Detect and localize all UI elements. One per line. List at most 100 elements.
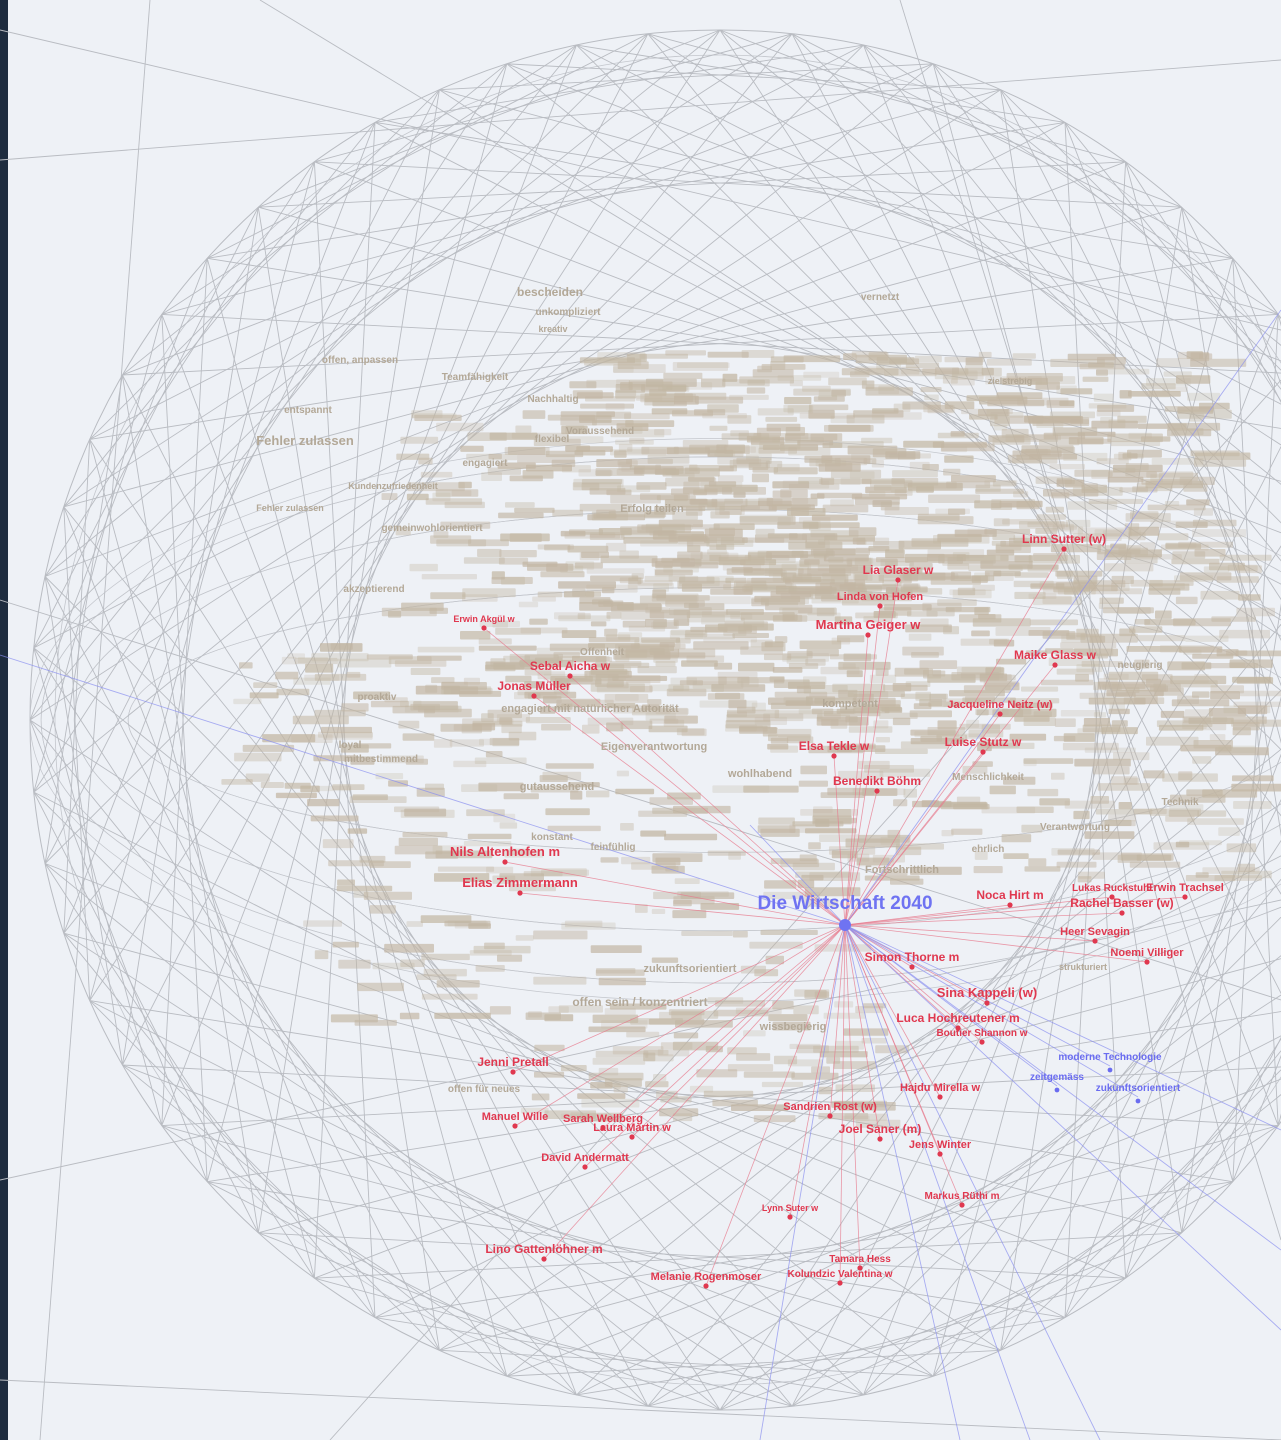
- person-node-dot[interactable]: [984, 1000, 990, 1006]
- person-node[interactable]: Nils Altenhofen m: [450, 844, 560, 865]
- person-node-label[interactable]: Markus Rüthi m: [924, 1191, 999, 1202]
- person-node[interactable]: Erwin Trachsel: [1146, 882, 1224, 900]
- person-node-dot[interactable]: [1007, 902, 1013, 908]
- person-node-label[interactable]: Luise Stutz w: [945, 735, 1022, 749]
- concept-node-label[interactable]: zeitgemäss: [1030, 1072, 1084, 1083]
- person-node-dot[interactable]: [703, 1283, 709, 1289]
- person-node-dot[interactable]: [955, 1025, 961, 1031]
- person-node-label[interactable]: Martina Geiger w: [816, 617, 922, 632]
- person-node[interactable]: Kolundzic Valentina w: [787, 1269, 893, 1286]
- person-node-dot[interactable]: [510, 1069, 516, 1075]
- concept-node-dot[interactable]: [1107, 1067, 1113, 1073]
- person-node-dot[interactable]: [1052, 662, 1058, 668]
- person-node-dot[interactable]: [582, 1164, 588, 1170]
- person-node[interactable]: Benedikt Böhm: [833, 774, 921, 794]
- person-node-dot[interactable]: [877, 603, 883, 609]
- person-node-label[interactable]: Jacqueline Neitz (w): [947, 699, 1052, 711]
- person-node-dot[interactable]: [837, 1280, 843, 1286]
- person-node-label[interactable]: Nils Altenhofen m: [450, 844, 560, 859]
- person-node-dot[interactable]: [512, 1123, 518, 1129]
- person-node[interactable]: Jens Winter: [909, 1139, 972, 1157]
- person-node-label[interactable]: Jens Winter: [909, 1139, 972, 1151]
- person-node-label[interactable]: Maike Glass w: [1014, 648, 1097, 662]
- person-node[interactable]: Markus Rüthi m: [924, 1191, 1000, 1208]
- person-node-dot[interactable]: [877, 1136, 883, 1142]
- person-node-label[interactable]: Erwin Akgül w: [453, 614, 515, 624]
- concept-node-dot[interactable]: [1054, 1087, 1060, 1093]
- person-node-dot[interactable]: [1092, 938, 1098, 944]
- person-node-label[interactable]: Lia Glaser w: [863, 563, 934, 577]
- person-node-label[interactable]: Sebal Aicha w: [530, 659, 611, 673]
- person-node-dot[interactable]: [787, 1214, 793, 1220]
- person-node-label[interactable]: Laura Martin w: [593, 1122, 671, 1134]
- person-node-label[interactable]: Lukas Ruckstuhl: [1072, 883, 1152, 894]
- person-node-label[interactable]: Sarah Wellberg: [563, 1113, 643, 1125]
- person-node[interactable]: Melanie Rogenmoser: [651, 1271, 762, 1289]
- concept-node-dot[interactable]: [1135, 1098, 1141, 1104]
- person-node-label[interactable]: Lino Gattenlöhner m: [485, 1242, 602, 1256]
- person-node-label[interactable]: Noca Hirt m: [976, 888, 1043, 902]
- person-node-dot[interactable]: [517, 890, 523, 896]
- person-node-label[interactable]: Simon Thorne m: [865, 950, 960, 964]
- person-node[interactable]: Erwin Akgül w: [453, 614, 516, 631]
- person-node-label[interactable]: David Andermatt: [541, 1152, 629, 1164]
- person-node-dot[interactable]: [937, 1151, 943, 1157]
- person-node-dot[interactable]: [1119, 910, 1125, 916]
- person-node-label[interactable]: Erwin Trachsel: [1146, 882, 1224, 894]
- person-node-label[interactable]: Linda von Hofen: [837, 591, 923, 603]
- person-node-dot[interactable]: [1144, 959, 1150, 965]
- person-node-dot[interactable]: [857, 1265, 863, 1271]
- person-node[interactable]: Luca Hochreutener m: [896, 1011, 1020, 1031]
- person-node[interactable]: Sandrien Rost (w): [783, 1101, 877, 1119]
- center-node-dot[interactable]: [839, 919, 851, 931]
- person-node-dot[interactable]: [874, 788, 880, 794]
- person-node[interactable]: Sina Kappeli (w): [937, 985, 1037, 1006]
- center-node-label[interactable]: Die Wirtschaft 2040: [757, 893, 932, 914]
- person-node[interactable]: Linn Sutter (w): [1022, 532, 1106, 552]
- person-node-label[interactable]: Boutier Shannon w: [936, 1028, 1027, 1039]
- person-node-label[interactable]: Rachel Basser (w): [1070, 896, 1173, 910]
- person-node-dot[interactable]: [502, 859, 508, 865]
- concept-node[interactable]: zeitgemäss: [1030, 1072, 1084, 1093]
- person-node-label[interactable]: Elsa Tekle w: [799, 739, 870, 753]
- person-node[interactable]: David Andermatt: [541, 1152, 629, 1170]
- person-node[interactable]: Boutier Shannon w: [936, 1028, 1028, 1045]
- person-node[interactable]: Linda von Hofen: [837, 591, 923, 609]
- person-node-label[interactable]: Noemi Villiger: [1110, 947, 1184, 959]
- person-node-label[interactable]: Jonas Müller: [497, 679, 571, 693]
- person-node[interactable]: Sarah Wellberg: [563, 1113, 643, 1131]
- person-node-dot[interactable]: [959, 1202, 965, 1208]
- concept-node-label[interactable]: zukunftsorientiert: [1096, 1083, 1181, 1094]
- person-node[interactable]: Jonas Müller: [497, 679, 571, 699]
- person-node-label[interactable]: Kolundzic Valentina w: [787, 1269, 892, 1280]
- person-node[interactable]: Elias Zimmermann: [462, 875, 578, 896]
- person-node[interactable]: Lynn Suter w: [762, 1203, 819, 1220]
- person-node[interactable]: Lino Gattenlöhner m: [485, 1242, 603, 1262]
- person-node-label[interactable]: Sandrien Rost (w): [783, 1101, 877, 1113]
- person-node[interactable]: Laura Martin w: [593, 1122, 671, 1140]
- person-node-label[interactable]: Luca Hochreutener m: [896, 1011, 1019, 1025]
- person-node-dot[interactable]: [827, 1113, 833, 1119]
- person-node-label[interactable]: Manuel Wille: [482, 1111, 549, 1123]
- person-node-label[interactable]: Melanie Rogenmoser: [651, 1271, 762, 1283]
- person-node-dot[interactable]: [979, 1039, 985, 1045]
- person-node-dot[interactable]: [531, 693, 537, 699]
- person-node-dot[interactable]: [629, 1134, 635, 1140]
- person-node[interactable]: Sebal Aicha w: [530, 659, 611, 679]
- person-node[interactable]: Tamara Hess: [829, 1254, 891, 1271]
- person-node[interactable]: Jacqueline Neitz (w): [947, 699, 1053, 717]
- person-node[interactable]: Hajdu Mirella w: [900, 1082, 981, 1100]
- person-node-dot[interactable]: [1182, 894, 1188, 900]
- person-node-dot[interactable]: [481, 625, 487, 631]
- center-node[interactable]: Die Wirtschaft 2040: [757, 893, 933, 931]
- person-node-dot[interactable]: [980, 749, 986, 755]
- person-node[interactable]: Lukas Ruckstuhl: [1072, 883, 1152, 900]
- concept-node-label[interactable]: moderne Technologie: [1058, 1052, 1162, 1063]
- person-node-label[interactable]: Lynn Suter w: [762, 1203, 819, 1213]
- person-node-label[interactable]: Hajdu Mirella w: [900, 1082, 981, 1094]
- person-node-dot[interactable]: [937, 1094, 943, 1100]
- person-node-label[interactable]: Linn Sutter (w): [1022, 532, 1106, 546]
- person-node-dot[interactable]: [895, 577, 901, 583]
- person-node[interactable]: Jenni Pretall: [477, 1055, 549, 1075]
